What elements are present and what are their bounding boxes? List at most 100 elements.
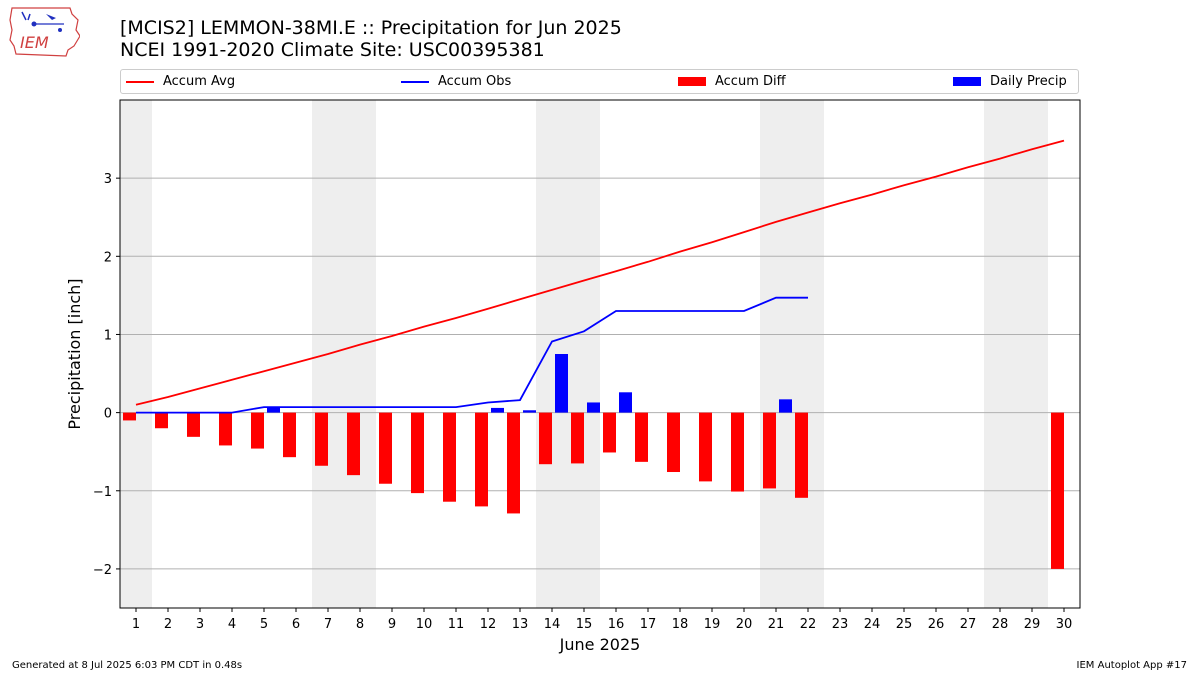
legend-label-accum-diff: Accum Diff (715, 74, 786, 89)
accum-diff-bar (251, 412, 264, 449)
accum-diff-bar (347, 412, 360, 476)
x-tick-label: 6 (292, 617, 300, 632)
accum-diff-bar (123, 412, 136, 421)
accum-diff-bar (315, 412, 328, 466)
accum-diff-bar (667, 412, 680, 473)
app-credit: IEM Autoplot App #17 (1076, 660, 1187, 671)
x-tick-label: 28 (992, 617, 1009, 632)
x-tick-label: 30 (1056, 617, 1073, 632)
x-tick-label: 1 (132, 617, 140, 632)
x-tick-label: 14 (544, 617, 561, 632)
x-tick-label: 17 (640, 617, 657, 632)
accum-diff-bar (155, 412, 168, 429)
x-tick-label: 8 (356, 617, 364, 632)
legend-label-accum-obs: Accum Obs (438, 74, 512, 89)
legend-item-daily-precip: Daily Precip (953, 70, 1067, 93)
daily-precip-bar (267, 407, 280, 413)
x-axis-label: June 2025 (559, 635, 641, 654)
daily-precip-bar (619, 392, 632, 413)
x-tick-label: 22 (800, 617, 817, 632)
legend-swatch-daily-precip (953, 77, 981, 86)
daily-precip-bar (523, 410, 536, 413)
x-tick-label: 11 (448, 617, 465, 632)
x-tick-label: 26 (928, 617, 945, 632)
weekend-band (568, 100, 600, 608)
x-tick-label: 13 (512, 617, 529, 632)
legend-swatch-accum-diff (678, 77, 706, 86)
accum-diff-bar (699, 412, 712, 482)
legend-item-accum-diff: Accum Diff (678, 70, 786, 93)
chart-title: [MCIS2] LEMMON-38MI.E :: Precipitation f… (120, 17, 622, 39)
x-tick-label: 23 (832, 617, 849, 632)
generated-timestamp: Generated at 8 Jul 2025 6:03 PM CDT in 0… (12, 660, 243, 671)
accum-diff-bar (571, 412, 584, 464)
legend-label-accum-avg: Accum Avg (163, 74, 236, 89)
x-tick-label: 19 (704, 617, 721, 632)
x-tick-label: 20 (736, 617, 753, 632)
weekend-band (984, 100, 1016, 608)
chart-legend: Accum Avg Accum Obs Accum Diff Daily Pre… (120, 69, 1079, 94)
accum-diff-bar (443, 412, 456, 502)
weekend-band (1016, 100, 1048, 608)
daily-precip-bar (779, 399, 792, 413)
legend-swatch-accum-avg (126, 80, 154, 83)
x-tick-label: 7 (324, 617, 332, 632)
accum-diff-bar (635, 412, 648, 462)
x-tick-label: 3 (196, 617, 204, 632)
x-tick-label: 25 (896, 617, 913, 632)
legend-label-daily-precip: Daily Precip (990, 74, 1067, 89)
weekend-band (344, 100, 376, 608)
accum-diff-bar (379, 412, 392, 484)
iem-logo: IEM (9, 7, 80, 57)
weekend-band (792, 100, 824, 608)
weekend-band (120, 100, 152, 608)
y-tick-label: −2 (93, 563, 112, 578)
accum-diff-bar (475, 412, 488, 507)
x-tick-label: 29 (1024, 617, 1041, 632)
x-tick-label: 15 (576, 617, 593, 632)
accum-diff-bar (187, 412, 200, 437)
logo-text: IEM (20, 33, 49, 52)
bar-series (123, 354, 1064, 569)
accum-diff-bar (603, 412, 616, 453)
x-tick-label: 24 (864, 617, 881, 632)
daily-precip-bar (555, 354, 568, 413)
y-tick-label: 1 (104, 328, 112, 343)
accum-avg-line (135, 139, 1065, 406)
accum-diff-bar (539, 412, 552, 465)
y-tick-label: −1 (93, 485, 112, 500)
chart-subtitle: NCEI 1991-2020 Climate Site: USC00395381 (120, 39, 545, 61)
weekend-shading (120, 100, 1048, 608)
daily-precip-bar (587, 402, 600, 413)
y-tick-label: 0 (104, 407, 112, 422)
x-tick-label: 27 (960, 617, 977, 632)
weekend-band (760, 100, 792, 608)
x-tick-label: 2 (164, 617, 172, 632)
x-tick-label: 12 (480, 617, 497, 632)
daily-precip-bar (491, 407, 504, 413)
y-tick-label: 3 (104, 172, 112, 187)
accum-diff-bar (219, 412, 232, 446)
x-tick-label: 16 (608, 617, 625, 632)
x-tick-label: 5 (260, 617, 268, 632)
plot-frame (119, 99, 1081, 609)
y-axis-label: Precipitation [inch] (65, 278, 84, 429)
x-tick-label: 21 (768, 617, 785, 632)
x-tick-label: 18 (672, 617, 689, 632)
legend-item-accum-obs: Accum Obs (401, 70, 511, 93)
accum-diff-bar (283, 412, 296, 458)
x-tick-label: 4 (228, 617, 236, 632)
legend-swatch-accum-obs (401, 80, 429, 83)
accum-diff-bar (1051, 412, 1064, 569)
accum-diff-bar (731, 412, 744, 492)
accum-obs-line (136, 296, 808, 414)
y-tick-label: 2 (104, 250, 112, 265)
x-tick-label: 10 (416, 617, 433, 632)
accum-diff-bar (507, 412, 520, 514)
x-tick-label: 9 (388, 617, 396, 632)
legend-item-accum-avg: Accum Avg (126, 70, 235, 93)
accum-diff-bar (795, 412, 808, 498)
line-series (135, 139, 1065, 414)
